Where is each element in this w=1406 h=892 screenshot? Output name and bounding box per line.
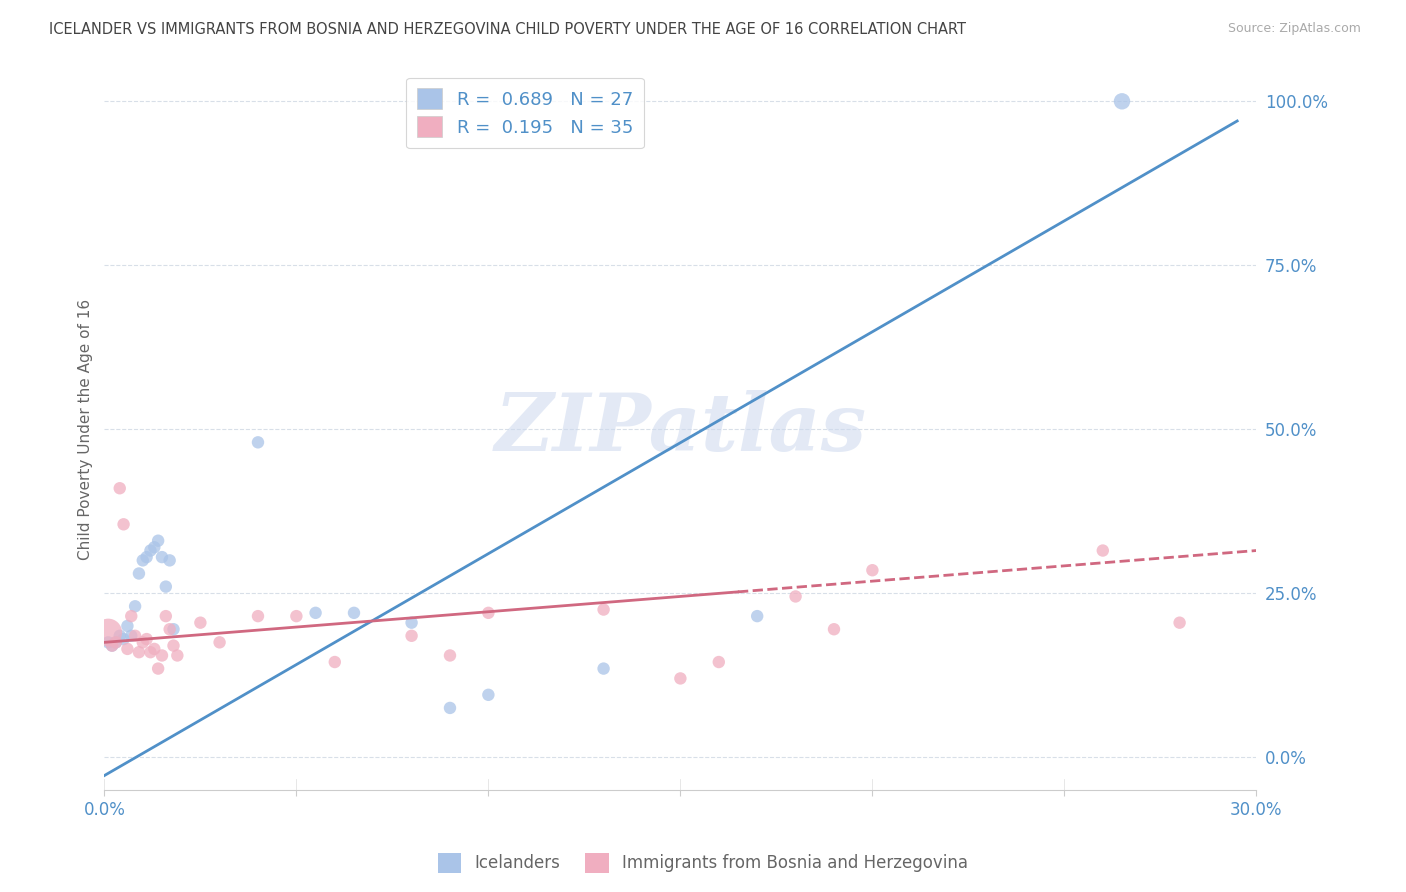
Point <box>117 619 139 633</box>
Text: ZIPatlas: ZIPatlas <box>495 391 866 468</box>
Point <box>439 648 461 663</box>
Text: Source: ZipAtlas.com: Source: ZipAtlas.com <box>1227 22 1361 36</box>
Point <box>592 602 614 616</box>
Point <box>143 641 166 656</box>
Point <box>112 632 135 646</box>
Point <box>97 625 120 640</box>
Point <box>128 645 150 659</box>
Point <box>143 541 166 555</box>
Point <box>104 635 127 649</box>
Legend: R =  0.689   N = 27, R =  0.195   N = 35: R = 0.689 N = 27, R = 0.195 N = 35 <box>406 78 644 148</box>
Text: ICELANDER VS IMMIGRANTS FROM BOSNIA AND HERZEGOVINA CHILD POVERTY UNDER THE AGE : ICELANDER VS IMMIGRANTS FROM BOSNIA AND … <box>49 22 966 37</box>
Point <box>477 606 499 620</box>
Point <box>101 639 124 653</box>
Point <box>132 553 155 567</box>
Point <box>162 639 184 653</box>
Point <box>1168 615 1191 630</box>
Point <box>155 580 177 594</box>
Point <box>1091 543 1114 558</box>
Point <box>401 629 423 643</box>
Point <box>285 609 308 624</box>
Point <box>120 629 142 643</box>
Point <box>139 645 162 659</box>
Point <box>401 615 423 630</box>
Point <box>166 648 188 663</box>
Point <box>155 609 177 624</box>
Point <box>785 590 807 604</box>
Point <box>132 635 155 649</box>
Point <box>323 655 346 669</box>
Point <box>146 662 169 676</box>
Point <box>343 606 366 620</box>
Point <box>112 517 135 532</box>
Point <box>159 622 181 636</box>
Point <box>108 481 131 495</box>
Point <box>146 533 169 548</box>
Point <box>128 566 150 581</box>
Point <box>117 641 139 656</box>
Point <box>747 609 769 624</box>
Point <box>104 635 127 649</box>
Point <box>304 606 326 620</box>
Point <box>108 629 131 643</box>
Legend: Icelanders, Immigrants from Bosnia and Herzegovina: Icelanders, Immigrants from Bosnia and H… <box>432 847 974 880</box>
Y-axis label: Child Poverty Under the Age of 16: Child Poverty Under the Age of 16 <box>79 299 93 560</box>
Point <box>592 662 614 676</box>
Point <box>150 550 173 565</box>
Point <box>707 655 730 669</box>
Point <box>162 622 184 636</box>
Point <box>135 632 157 646</box>
Point <box>860 563 883 577</box>
Point <box>208 635 231 649</box>
Point <box>120 609 142 624</box>
Point <box>124 629 146 643</box>
Point <box>823 622 845 636</box>
Point <box>1111 95 1133 109</box>
Point <box>246 435 269 450</box>
Point <box>139 543 162 558</box>
Point <box>669 672 692 686</box>
Point <box>101 639 124 653</box>
Point <box>477 688 499 702</box>
Point <box>124 599 146 614</box>
Point <box>246 609 269 624</box>
Point <box>190 615 212 630</box>
Point <box>439 701 461 715</box>
Point <box>97 635 120 649</box>
Point <box>135 550 157 565</box>
Point <box>159 553 181 567</box>
Point <box>150 648 173 663</box>
